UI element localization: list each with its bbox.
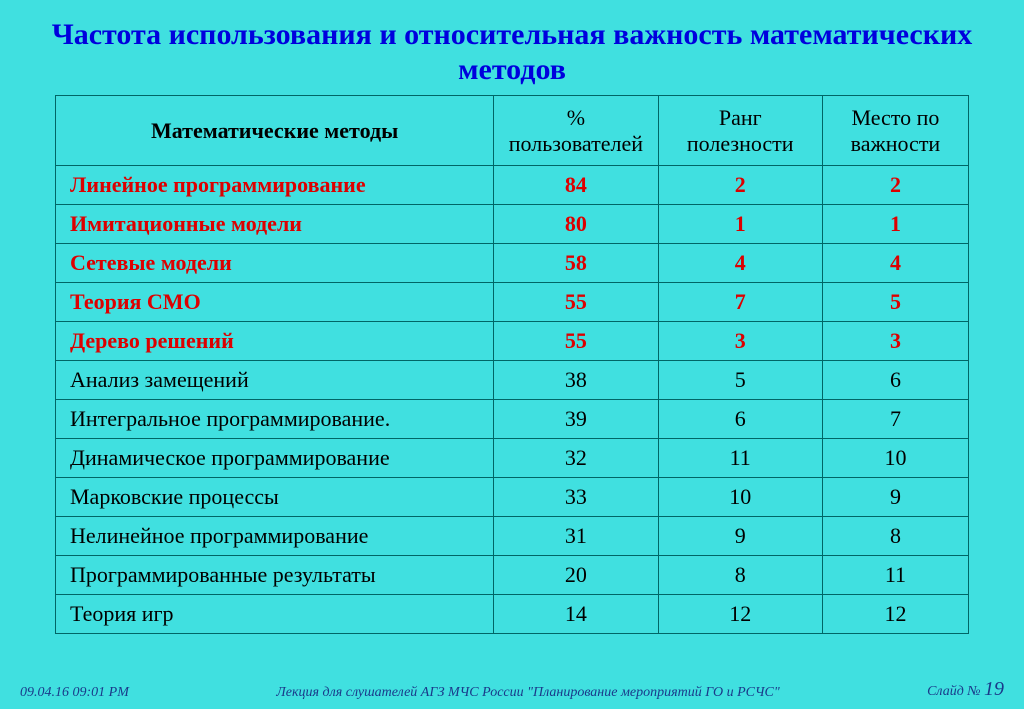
cell-rank: 9 [658, 517, 822, 556]
table-row: Нелинейное программирование3198 [56, 517, 969, 556]
col-methods: Математические методы [56, 96, 494, 166]
cell-percent: 20 [494, 556, 658, 595]
footer-lecture: Лекция для слушателей АГЗ МЧС России "Пл… [129, 685, 927, 701]
table-header-row: Математические методы % пользователей Ра… [56, 96, 969, 166]
table-row: Имитационные модели8011 [56, 205, 969, 244]
cell-method-name: Имитационные модели [56, 205, 494, 244]
table-row: Теория игр141212 [56, 595, 969, 634]
cell-place: 3 [822, 322, 968, 361]
cell-method-name: Динамическое программирование [56, 439, 494, 478]
cell-method-name: Теория СМО [56, 283, 494, 322]
table-row: Анализ замещений3856 [56, 361, 969, 400]
cell-place: 8 [822, 517, 968, 556]
cell-percent: 32 [494, 439, 658, 478]
cell-rank: 3 [658, 322, 822, 361]
cell-method-name: Нелинейное программирование [56, 517, 494, 556]
cell-method-name: Анализ замещений [56, 361, 494, 400]
cell-rank: 10 [658, 478, 822, 517]
col-percent: % пользователей [494, 96, 658, 166]
cell-place: 1 [822, 205, 968, 244]
table-row: Интегральное программирование.3967 [56, 400, 969, 439]
cell-method-name: Дерево решений [56, 322, 494, 361]
table-row: Дерево решений5533 [56, 322, 969, 361]
slide-title: Частота использования и относительная ва… [0, 0, 1024, 95]
table-row: Марковские процессы33109 [56, 478, 969, 517]
cell-rank: 7 [658, 283, 822, 322]
cell-place: 10 [822, 439, 968, 478]
cell-rank: 6 [658, 400, 822, 439]
cell-rank: 1 [658, 205, 822, 244]
cell-percent: 33 [494, 478, 658, 517]
cell-place: 7 [822, 400, 968, 439]
footer-slide: Слайд № 19 [927, 678, 1004, 701]
cell-percent: 14 [494, 595, 658, 634]
cell-rank: 4 [658, 244, 822, 283]
methods-table: Математические методы % пользователей Ра… [55, 95, 969, 634]
col-importance: Место по важности [822, 96, 968, 166]
footer-date: 09.04.16 09:01 PM [20, 685, 129, 701]
cell-place: 12 [822, 595, 968, 634]
cell-percent: 84 [494, 166, 658, 205]
cell-rank: 8 [658, 556, 822, 595]
cell-rank: 11 [658, 439, 822, 478]
cell-rank: 12 [658, 595, 822, 634]
cell-place: 6 [822, 361, 968, 400]
cell-method-name: Интегральное программирование. [56, 400, 494, 439]
cell-rank: 2 [658, 166, 822, 205]
slide-footer: 09.04.16 09:01 PM Лекция для слушателей … [0, 678, 1024, 701]
table-row: Линейное программирование8422 [56, 166, 969, 205]
cell-percent: 58 [494, 244, 658, 283]
table-row: Программированные результаты20811 [56, 556, 969, 595]
cell-percent: 31 [494, 517, 658, 556]
cell-place: 9 [822, 478, 968, 517]
cell-percent: 55 [494, 283, 658, 322]
cell-place: 4 [822, 244, 968, 283]
cell-place: 2 [822, 166, 968, 205]
cell-method-name: Программированные результаты [56, 556, 494, 595]
table-container: Математические методы % пользователей Ра… [0, 95, 1024, 634]
cell-method-name: Сетевые модели [56, 244, 494, 283]
slide-number: 19 [984, 678, 1004, 700]
cell-method-name: Марковские процессы [56, 478, 494, 517]
slide-label: Слайд № [927, 684, 980, 699]
cell-percent: 38 [494, 361, 658, 400]
cell-place: 5 [822, 283, 968, 322]
table-row: Теория СМО5575 [56, 283, 969, 322]
col-rank: Ранг полезности [658, 96, 822, 166]
cell-method-name: Теория игр [56, 595, 494, 634]
cell-method-name: Линейное программирование [56, 166, 494, 205]
table-row: Динамическое программирование321110 [56, 439, 969, 478]
cell-place: 11 [822, 556, 968, 595]
cell-rank: 5 [658, 361, 822, 400]
cell-percent: 80 [494, 205, 658, 244]
table-row: Сетевые модели5844 [56, 244, 969, 283]
cell-percent: 39 [494, 400, 658, 439]
cell-percent: 55 [494, 322, 658, 361]
table-body: Линейное программирование8422Имитационны… [56, 166, 969, 634]
